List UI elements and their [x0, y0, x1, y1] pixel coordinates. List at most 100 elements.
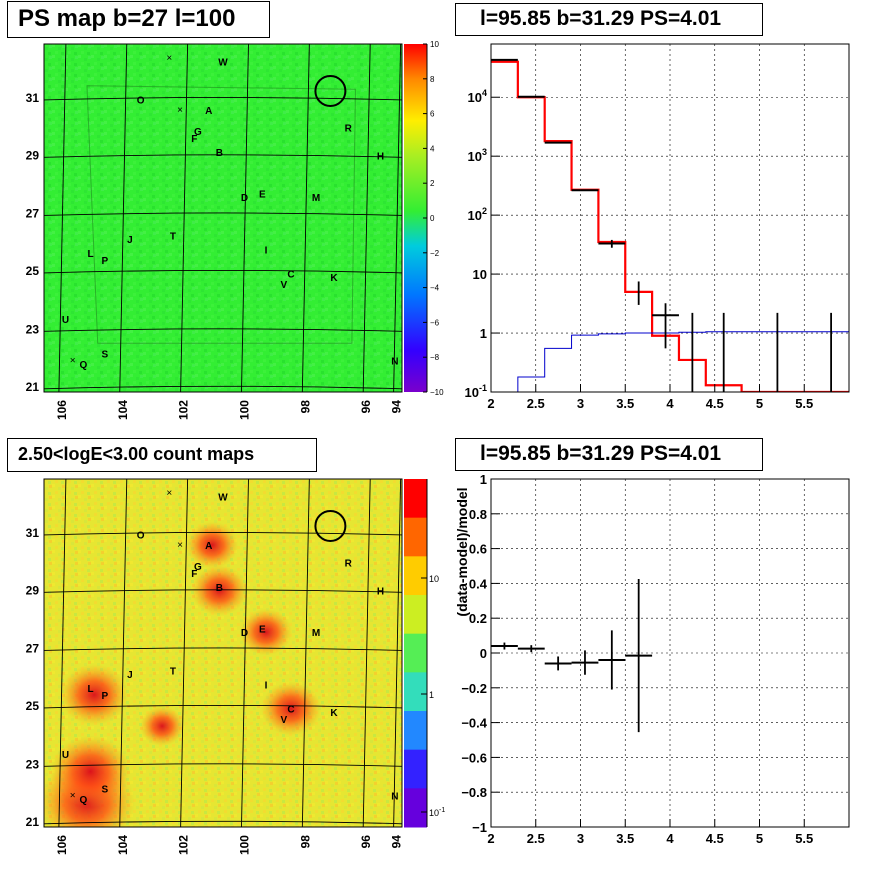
roi-outline	[86, 85, 356, 344]
cross-marker: ×	[166, 53, 172, 64]
latitude-line	[44, 328, 402, 332]
lat-tick-label: 25	[26, 264, 40, 278]
x-tick-label: 4	[666, 831, 674, 846]
source-label: M	[312, 193, 320, 204]
latitude-line	[44, 763, 402, 767]
residual-title: l=95.85 b=31.29 PS=4.01	[455, 438, 763, 471]
source-label: O	[137, 531, 145, 542]
source-label: S	[102, 350, 109, 361]
lon-tick-label: 106	[55, 400, 69, 420]
lon-tick-label: 106	[55, 835, 69, 855]
x-tick-label: 5	[756, 831, 763, 846]
x-tick-label: 3.5	[616, 831, 634, 846]
source-label: K	[330, 708, 338, 719]
source-label: H	[377, 586, 384, 597]
colorbar-tick-label: 0	[430, 214, 435, 223]
source-label: I	[265, 245, 268, 256]
longitude-line	[58, 44, 67, 392]
y-tick-label: 1	[480, 326, 487, 341]
source-label: C	[287, 705, 294, 716]
y-tick-label: 10	[473, 267, 487, 282]
y-tick-label: −1	[472, 820, 487, 835]
source-label: L	[87, 684, 93, 695]
selected-source-circle	[314, 74, 347, 107]
count-colorbar	[404, 479, 427, 828]
lat-tick-label: 29	[26, 583, 40, 597]
longitude-line	[119, 44, 128, 392]
selected-source-circle	[314, 509, 347, 542]
x-tick-label: 5.5	[795, 396, 813, 411]
source-label: B	[216, 583, 223, 594]
lat-tick-label: 25	[26, 699, 40, 713]
lat-tick-label: 29	[26, 148, 40, 162]
lon-tick-label: 100	[237, 400, 251, 420]
x-tick-label: 5.5	[795, 831, 813, 846]
latitude-line	[44, 704, 402, 709]
source-label: B	[216, 148, 223, 159]
colorbar-segment	[404, 788, 427, 828]
y-tick-label: 1	[480, 472, 487, 487]
latitude-line	[44, 385, 402, 390]
source-label: N	[391, 357, 398, 368]
colorbar-tick-label: 2	[430, 179, 435, 188]
y-tick-label: 104	[468, 88, 487, 105]
colorbar-segment	[404, 749, 427, 789]
longitude-line	[301, 44, 310, 392]
source-label: O	[137, 96, 145, 107]
source-label: W	[218, 57, 228, 68]
lon-tick-label: 102	[177, 400, 191, 420]
lon-tick-label: 104	[116, 400, 130, 420]
source-label: R	[345, 559, 353, 570]
source-label: T	[170, 231, 176, 242]
source-label: N	[391, 792, 398, 803]
y-axis-label: (data-model)/model	[454, 487, 470, 616]
latitude-line	[44, 96, 402, 101]
lat-tick-label: 21	[26, 815, 40, 829]
longitude-line	[241, 44, 249, 392]
source-label: S	[102, 785, 109, 796]
colorbar-segment	[404, 595, 427, 635]
source-label: M	[312, 628, 320, 639]
colorbar-tick-label: −6	[430, 318, 440, 327]
spectrum-plot	[491, 44, 849, 392]
lon-tick-label: 100	[237, 835, 251, 855]
x-tick-label: 2	[487, 396, 494, 411]
map-background	[44, 44, 402, 392]
source-label: T	[170, 666, 176, 677]
colorbar-segment	[404, 517, 427, 557]
colorbar-tick-label: 6	[430, 110, 435, 119]
lat-tick-label: 21	[26, 380, 40, 394]
latitude-line	[44, 269, 402, 274]
emission-blob	[140, 706, 185, 746]
y-tick-label: 0	[480, 646, 487, 661]
source-label: J	[127, 235, 133, 246]
y-tick-label: 0.4	[469, 576, 488, 591]
y-tick-label: −0.6	[461, 750, 487, 765]
lat-tick-label: 27	[26, 641, 40, 655]
colorbar-tick-label: −8	[430, 353, 440, 362]
latitude-line	[44, 212, 402, 216]
colorbar-tick-label: 4	[430, 144, 435, 153]
source-label: Q	[79, 360, 87, 371]
colorbar-segment	[404, 556, 427, 596]
lat-tick-label: 23	[26, 757, 40, 771]
colorbar-tick-label: −10	[430, 388, 444, 397]
emission-blob	[239, 608, 292, 656]
source-label: A	[205, 541, 212, 552]
source-label: E	[259, 625, 266, 636]
ps-colorbar	[404, 44, 427, 392]
lon-tick-label: 94	[390, 400, 404, 414]
source-label: P	[102, 256, 109, 267]
source-label: I	[265, 680, 268, 691]
source-label: W	[218, 492, 228, 503]
source-label: U	[62, 750, 69, 761]
colorbar-tick-label: −2	[430, 249, 440, 258]
lat-tick-label: 27	[26, 206, 40, 220]
source-label: C	[287, 270, 294, 281]
colorbar-tick-label: −4	[430, 284, 440, 293]
y-tick-label: 0.2	[469, 611, 487, 626]
x-tick-label: 2.5	[527, 831, 545, 846]
map-area: W O AGF B R H D E M T J LP I CV K U S Q N × × ×	[44, 44, 402, 392]
